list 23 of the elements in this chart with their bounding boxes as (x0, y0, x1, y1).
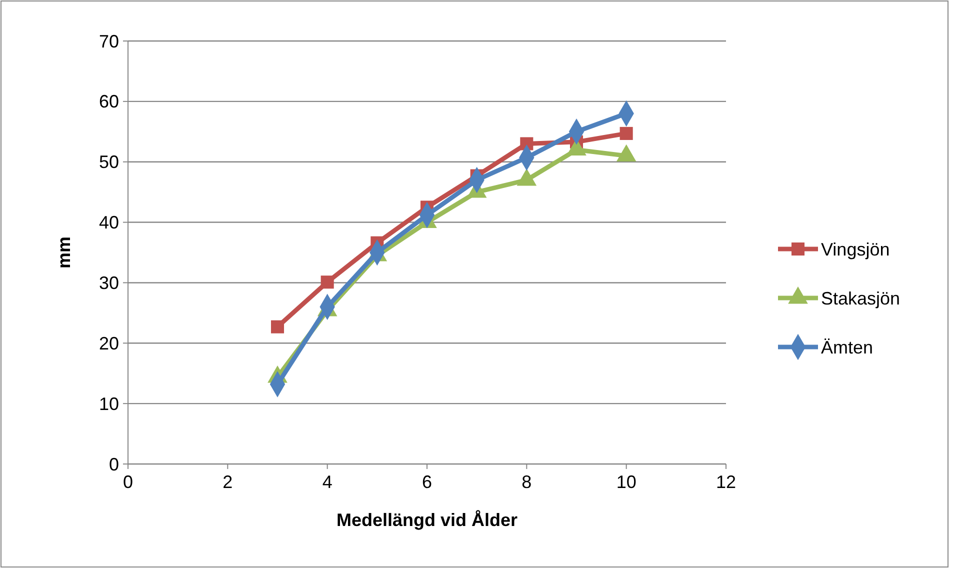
y-tick-label: 40 (98, 212, 119, 233)
x-tick-label: 12 (716, 472, 736, 492)
x-tick-label: 2 (222, 472, 233, 492)
x-tick-label: 6 (422, 472, 432, 492)
x-tick-label: 8 (522, 472, 532, 492)
y-tick-label: 30 (98, 273, 119, 294)
y-tick-label: 50 (98, 152, 119, 172)
point (270, 320, 284, 334)
legend-label: Stakasjön (821, 288, 900, 308)
legend-label: Ämten (821, 337, 874, 358)
x-tick-label: 0 (122, 472, 134, 492)
y-tick-label: 60 (98, 92, 119, 112)
y-tick-label: 20 (98, 333, 119, 354)
y-tick-label: 10 (98, 394, 119, 414)
legend-label: Vingsjön (821, 239, 890, 260)
point (620, 126, 633, 140)
y-tick-label: 0 (108, 454, 119, 474)
x-axis-title: Medellängd vid Ålder (336, 510, 518, 530)
x-tick-label: 10 (616, 472, 636, 492)
x-tick-label: 4 (322, 472, 332, 492)
y-tick-label: 70 (98, 31, 119, 52)
point (320, 276, 334, 289)
y-axis-title: mm (54, 236, 74, 269)
